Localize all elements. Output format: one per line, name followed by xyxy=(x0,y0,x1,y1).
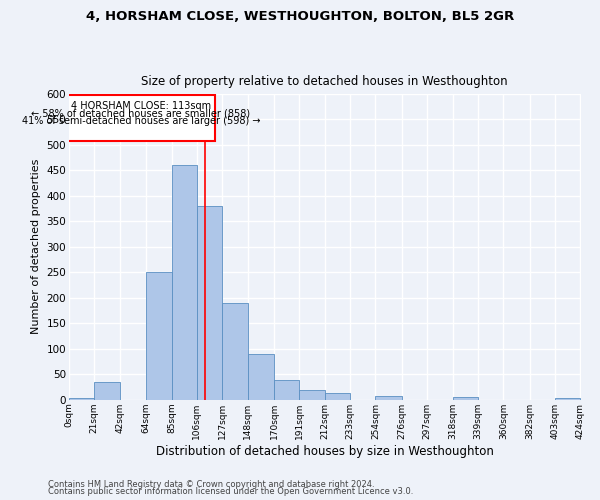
Bar xyxy=(248,354,274,400)
Text: ← 58% of detached houses are smaller (858): ← 58% of detached houses are smaller (85… xyxy=(31,108,250,118)
Bar xyxy=(146,272,172,400)
Text: Contains HM Land Registry data © Crown copyright and database right 2024.: Contains HM Land Registry data © Crown c… xyxy=(48,480,374,489)
Bar xyxy=(555,398,580,400)
Bar xyxy=(197,206,222,400)
Bar xyxy=(69,398,94,400)
X-axis label: Distribution of detached houses by size in Westhoughton: Distribution of detached houses by size … xyxy=(156,444,494,458)
Bar xyxy=(222,303,248,400)
Bar xyxy=(325,393,350,400)
Bar xyxy=(376,396,402,400)
Bar xyxy=(172,165,197,400)
Bar xyxy=(299,390,325,400)
Title: Size of property relative to detached houses in Westhoughton: Size of property relative to detached ho… xyxy=(142,76,508,88)
Text: 4 HORSHAM CLOSE: 113sqm: 4 HORSHAM CLOSE: 113sqm xyxy=(71,101,211,111)
Bar xyxy=(274,380,299,400)
Text: 4, HORSHAM CLOSE, WESTHOUGHTON, BOLTON, BL5 2GR: 4, HORSHAM CLOSE, WESTHOUGHTON, BOLTON, … xyxy=(86,10,514,23)
Text: 41% of semi-detached houses are larger (598) →: 41% of semi-detached houses are larger (… xyxy=(22,116,260,126)
Bar xyxy=(94,382,119,400)
Y-axis label: Number of detached properties: Number of detached properties xyxy=(31,159,41,334)
FancyBboxPatch shape xyxy=(67,95,215,140)
Text: Contains public sector information licensed under the Open Government Licence v3: Contains public sector information licen… xyxy=(48,487,413,496)
Bar xyxy=(452,396,478,400)
